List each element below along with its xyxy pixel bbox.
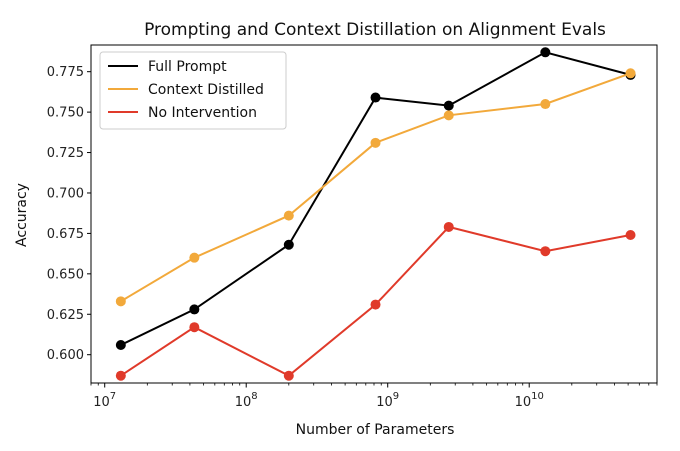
data-point: [443, 110, 454, 121]
y-tick-label: 0.600: [47, 348, 84, 363]
legend-box: [99, 51, 287, 130]
y-tick-label: 0.675: [47, 227, 84, 242]
data-point: [540, 47, 551, 58]
x-tick-label: 108: [235, 391, 258, 410]
y-tick-label: 0.775: [47, 65, 84, 80]
data-point: [189, 322, 200, 333]
y-tick-label: 0.625: [47, 308, 84, 323]
legend-label: No Intervention: [148, 105, 257, 121]
data-point: [540, 99, 551, 110]
data-point: [540, 246, 551, 257]
data-point: [283, 239, 294, 250]
plot-area: 0.600 0.625 0.650 0.675 0.700 0.725 0.750 0.775…: [47, 44, 658, 410]
data-point: [115, 296, 126, 307]
data-point: [189, 252, 200, 263]
data-point: [283, 370, 294, 381]
y-tick-label: 0.750: [47, 106, 84, 121]
y-axis-title: Accuracy: [14, 183, 30, 247]
legend: Full Prompt Context Distilled No Intervent…: [99, 51, 287, 130]
y-tick-label: 0.650: [47, 267, 84, 282]
x-tick-label: 1010: [515, 391, 544, 410]
data-point: [115, 339, 126, 350]
data-point: [189, 304, 200, 315]
data-point: [370, 299, 381, 310]
data-point: [443, 221, 454, 232]
x-axis-title: Number of Parameters: [296, 422, 455, 438]
data-point: [370, 92, 381, 103]
data-point: [115, 370, 126, 381]
x-tick-label: 107: [93, 391, 116, 410]
data-point: [625, 68, 636, 79]
data-point: [370, 137, 381, 148]
x-tick-label: 109: [376, 391, 399, 410]
data-point: [443, 100, 454, 111]
y-tick-label: 0.725: [47, 146, 84, 161]
data-point: [625, 230, 636, 241]
data-point: [283, 210, 294, 221]
legend-label: Context Distilled: [148, 82, 264, 98]
legend-label: Full Prompt: [148, 59, 227, 75]
chart-title: Prompting and Context Distillation on Al…: [144, 20, 606, 40]
y-tick-label: 0.700: [47, 186, 84, 201]
